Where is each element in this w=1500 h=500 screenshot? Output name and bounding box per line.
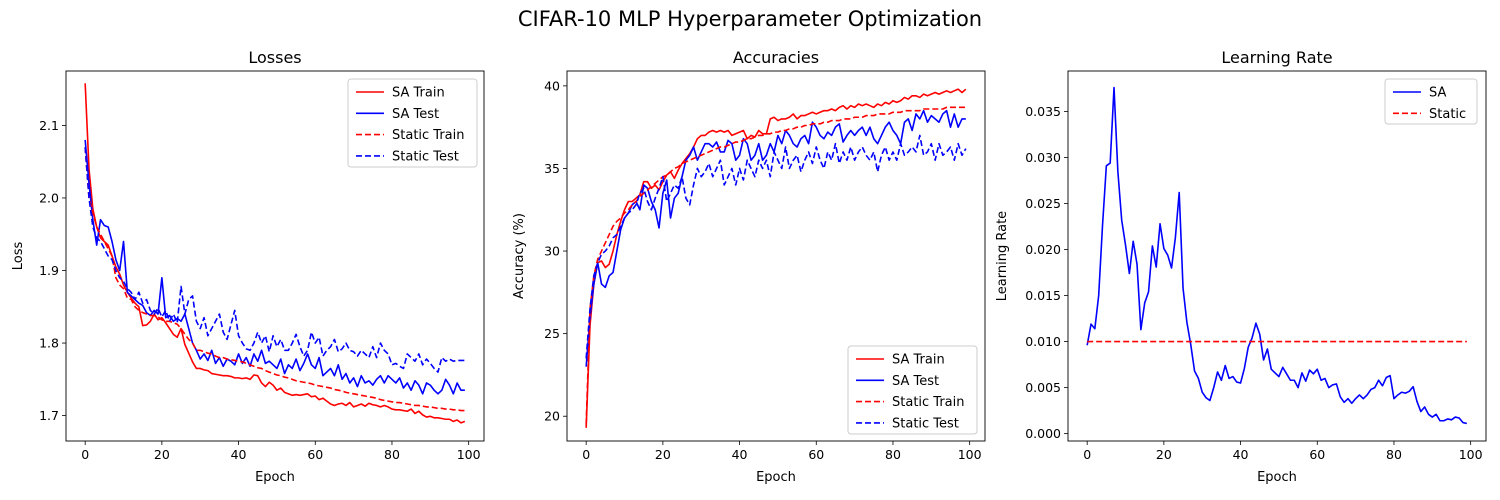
x-tick-label: 60 — [1309, 447, 1325, 462]
legend-label: SA Train — [892, 353, 945, 368]
plot-frame — [1067, 70, 1487, 442]
series-line-static-test — [84, 147, 465, 373]
y-tick-label: 0.010 — [1025, 334, 1061, 349]
y-tick-label: 1.9 — [39, 263, 59, 278]
x-tick-label: 0 — [81, 447, 89, 462]
x-tick-label: 40 — [231, 447, 247, 462]
y-tick-label: 0.030 — [1025, 150, 1061, 165]
chart-title: Losses — [248, 48, 301, 67]
y-tick-label: 0.020 — [1025, 242, 1061, 257]
series-group — [84, 83, 466, 424]
legend-label: SA Train — [392, 86, 445, 101]
legend: SA Train SA Test Static Train Static Test — [347, 78, 478, 168]
x-axis-label: Epoch — [255, 470, 295, 485]
series-line-static-train — [585, 106, 966, 425]
x-tick-label: 40 — [1233, 447, 1249, 462]
legend-label: SA Test — [392, 107, 439, 122]
x-axis-label: Epoch — [756, 470, 796, 485]
y-tick-label: 0.000 — [1025, 426, 1061, 441]
chart-panel-3: Learning Rate 0 20 40 60 80 100 0.000 0.005 0.010… — [995, 48, 1487, 485]
x-tick-label: 20 — [154, 447, 170, 462]
legend-box — [347, 78, 478, 168]
y-tick-label: 30 — [544, 244, 560, 259]
series-line-sa-test — [84, 139, 465, 395]
x-tick-label: 20 — [1156, 447, 1172, 462]
series-line-sa-train — [585, 88, 967, 428]
y-axis-label: Loss — [11, 242, 26, 271]
series-line-sa-train — [84, 83, 466, 424]
y-tick-label: 0.025 — [1025, 196, 1061, 211]
plot-frame — [65, 70, 485, 442]
series-line-sa — [1086, 86, 1468, 425]
legend-label: Static Test — [392, 149, 459, 164]
x-tick-label: 20 — [655, 447, 671, 462]
chart-panel-2: Accuracies 0 20 40 60 80 100 20 25 30 35 40 Epoch Acc… — [512, 48, 986, 485]
legend-label: Static Test — [892, 416, 959, 431]
legend-label: SA Test — [892, 374, 939, 389]
x-tick-label: 100 — [958, 447, 982, 462]
x-tick-label: 100 — [1459, 447, 1483, 462]
y-tick-label: 25 — [544, 326, 560, 341]
y-tick-label: 1.7 — [39, 408, 59, 423]
chart-title: Learning Rate — [1221, 48, 1332, 67]
figure-title: CIFAR-10 MLP Hyperparameter Optimization — [518, 7, 982, 31]
y-tick-label: 2.1 — [39, 118, 59, 133]
x-tick-label: 60 — [307, 447, 323, 462]
y-axis-label: Accuracy (%) — [512, 213, 527, 299]
y-axis-label: Learning Rate — [995, 211, 1010, 301]
y-tick-label: 20 — [544, 409, 560, 424]
legend-label: Static Train — [892, 395, 965, 410]
y-tick-label: 35 — [544, 161, 560, 176]
y-tick-label: 1.8 — [39, 336, 59, 351]
series-group — [1086, 86, 1468, 425]
x-axis-label: Epoch — [1257, 470, 1297, 485]
y-tick-label: 2.0 — [39, 190, 59, 205]
x-tick-label: 80 — [384, 447, 400, 462]
x-tick-label: 0 — [582, 447, 590, 462]
chart-panel-1: Losses 0 20 40 60 80 100 1.7 1.8 1.9 2.0 2.1 Epoch Lo… — [11, 48, 485, 485]
legend: SA Static — [1384, 78, 1478, 125]
series-line-static-train — [84, 147, 465, 412]
y-tick-label: 0.015 — [1025, 288, 1061, 303]
x-tick-label: 40 — [732, 447, 748, 462]
x-tick-label: 60 — [808, 447, 824, 462]
y-tick-label: 0.005 — [1025, 380, 1061, 395]
legend-label: Static Train — [392, 128, 465, 143]
series-line-static-test — [585, 134, 967, 359]
legend-box — [847, 345, 978, 435]
series-group — [585, 88, 967, 428]
panels: Losses 0 20 40 60 80 100 1.7 1.8 1.9 2.0 2.1 Epoch Lo… — [11, 48, 1487, 485]
y-tick-label: 0.035 — [1025, 104, 1061, 119]
x-tick-label: 80 — [885, 447, 901, 462]
x-tick-label: 100 — [457, 447, 481, 462]
x-tick-label: 80 — [1386, 447, 1402, 462]
series-line-sa-test — [585, 109, 966, 367]
legend: SA Train SA Test Static Train Static Test — [847, 345, 978, 435]
legend-label: SA — [1429, 86, 1446, 101]
chart-title: Accuracies — [733, 48, 819, 67]
x-tick-label: 0 — [1083, 447, 1091, 462]
legend-label: Static — [1429, 107, 1466, 122]
plot-frame — [566, 70, 986, 442]
y-tick-label: 40 — [544, 78, 560, 93]
